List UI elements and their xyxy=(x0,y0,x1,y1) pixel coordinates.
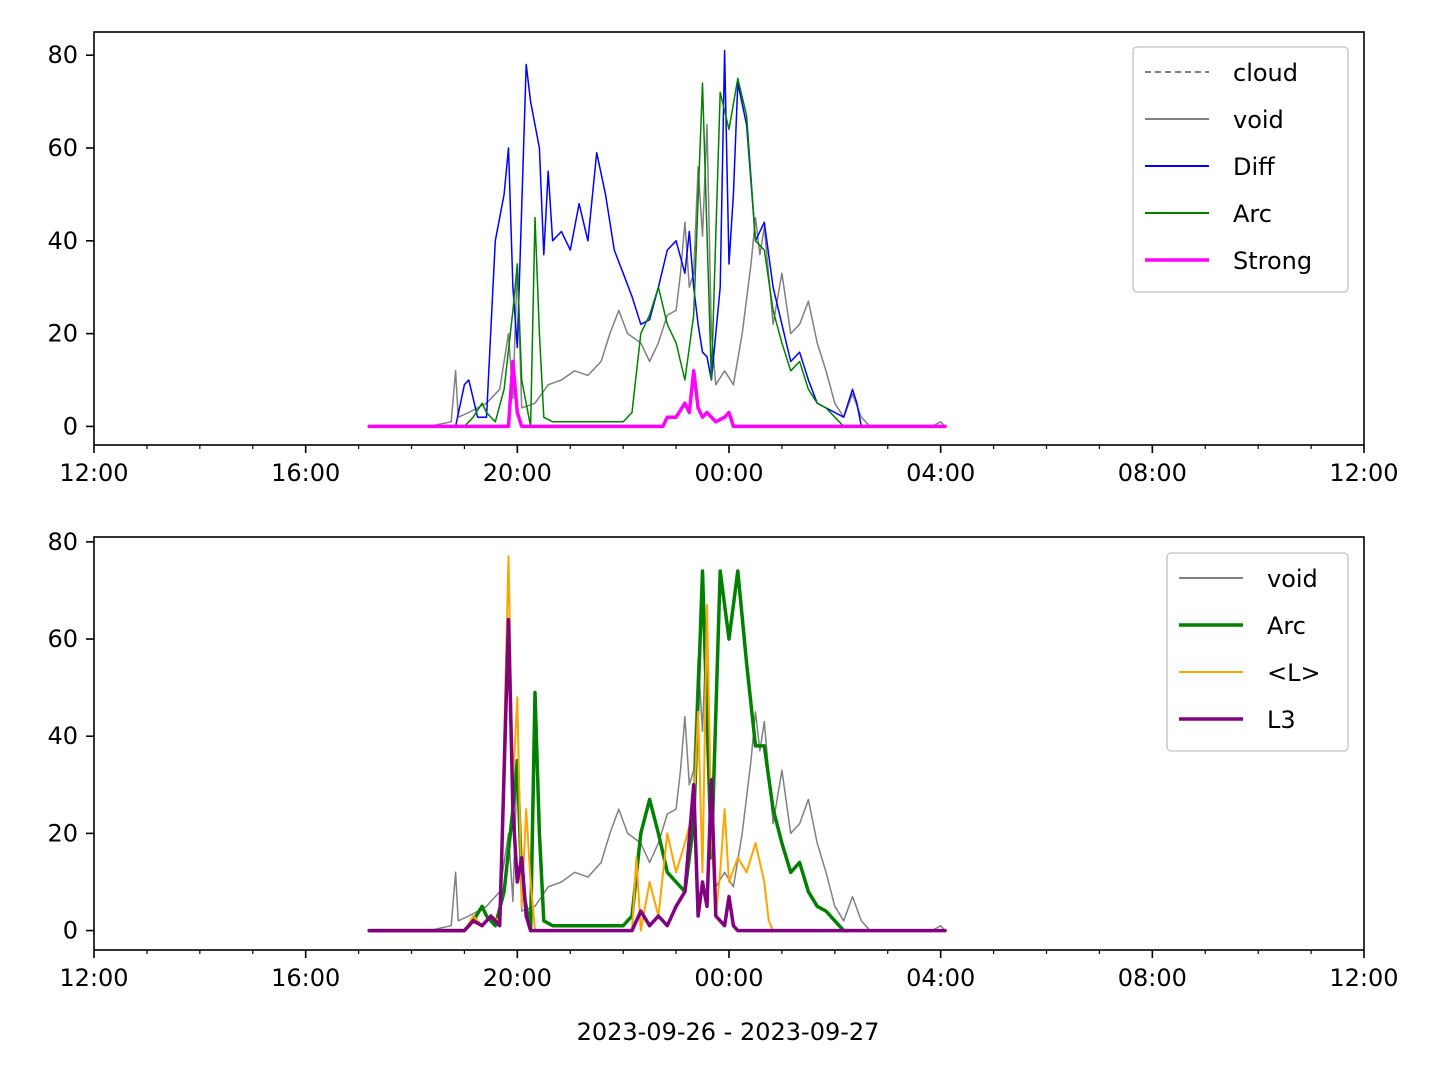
series-line-arc xyxy=(367,569,850,933)
legend-label: Arc xyxy=(1233,200,1272,228)
legend-label: Arc xyxy=(1267,612,1306,640)
x-tick-label: 16:00 xyxy=(271,964,340,992)
legend-label: Strong xyxy=(1233,247,1312,275)
bottom-series-layer xyxy=(367,555,947,933)
bottom-axes: 12:00 16:00 20:00 00:00 04:00 08:00 12:00 0 20 40… xyxy=(47,528,1398,992)
legend-label: void xyxy=(1267,565,1318,593)
y-tick-label: 80 xyxy=(47,41,78,69)
legend-box xyxy=(1166,552,1349,752)
legend-box xyxy=(1132,46,1349,293)
y-tick-label: 20 xyxy=(47,320,78,348)
y-tick-label: 0 xyxy=(63,412,78,440)
x-tick-label: 12:00 xyxy=(1329,459,1398,487)
y-tick-label: 60 xyxy=(47,134,78,162)
series-line-l3 xyxy=(367,617,947,933)
series-line-l xyxy=(368,555,947,932)
legend-label: void xyxy=(1233,106,1284,134)
bottom-legend: void Arc <L> L3 xyxy=(1166,552,1349,752)
x-tick-label: 08:00 xyxy=(1118,459,1187,487)
y-tick-label: 80 xyxy=(47,528,78,556)
y-tick-label: 0 xyxy=(63,917,78,945)
x-tick-label: 00:00 xyxy=(694,964,763,992)
legend-label: cloud xyxy=(1233,59,1298,87)
x-tick-label: 20:00 xyxy=(483,459,552,487)
bottom-panel: 12:00 16:00 20:00 00:00 04:00 08:00 12:00 0 20 40… xyxy=(47,528,1398,992)
x-axis-label: 2023-09-26 - 2023-09-27 xyxy=(577,1018,880,1046)
top-legend: cloud void Diff Arc Strong xyxy=(1132,46,1349,293)
x-tick-label: 12:00 xyxy=(1329,964,1398,992)
x-tick-label: 04:00 xyxy=(906,459,975,487)
y-tick-label: 20 xyxy=(47,819,78,847)
series-line-void xyxy=(368,124,946,428)
x-tick-label: 12:00 xyxy=(59,964,128,992)
top-axes: 12:00 16:00 20:00 00:00 04:00 08:00 12:00 0 20 40… xyxy=(47,31,1399,487)
top-panel: 12:00 16:00 20:00 00:00 04:00 08:00 12:00 0 20 40… xyxy=(47,31,1399,487)
x-tick-label: 16:00 xyxy=(271,459,340,487)
y-tick-label: 40 xyxy=(47,227,78,255)
x-tick-label: 20:00 xyxy=(483,964,552,992)
series-line-diff xyxy=(368,49,867,428)
legend-label: Diff xyxy=(1233,153,1275,181)
series-line-arc xyxy=(368,77,849,428)
x-tick-label: 08:00 xyxy=(1118,964,1187,992)
x-tick-label: 04:00 xyxy=(906,964,975,992)
y-tick-label: 40 xyxy=(47,722,78,750)
x-tick-label: 12:00 xyxy=(59,459,128,487)
x-tick-label: 00:00 xyxy=(694,459,763,487)
top-series-layer xyxy=(367,49,947,429)
legend-label: L3 xyxy=(1267,706,1296,734)
y-tick-label: 60 xyxy=(47,625,78,653)
legend-label: <L> xyxy=(1267,659,1321,687)
series-line-strong xyxy=(367,359,947,429)
